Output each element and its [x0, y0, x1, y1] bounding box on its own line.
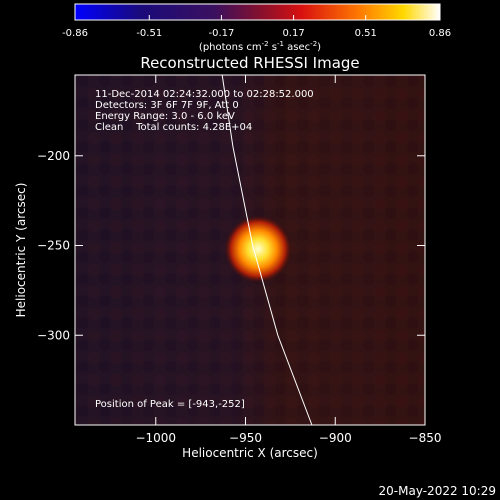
- detectors-annotation: Detectors: 3F 6F 7F 9F, Att 0: [95, 100, 239, 111]
- colorbar: [74, 3, 441, 21]
- colorbar-tick-label: -0.51: [136, 28, 162, 39]
- clean-counts-annotation: Clean Total counts: 4.28E+04: [95, 122, 252, 133]
- colorbar-tick-label: -0.86: [62, 28, 88, 39]
- colorbar-tick-label: 0.51: [355, 28, 377, 39]
- x-tick-label: −850: [409, 431, 442, 445]
- time-range-annotation: 11-Dec-2014 02:24:32.000 to 02:28:52.000: [95, 89, 314, 100]
- colorbar-tick-label: 0.17: [282, 28, 304, 39]
- peak-position-annotation: Position of Peak = [-943,-252]: [95, 399, 245, 410]
- x-axis-label: Heliocentric X (arcsec): [182, 446, 318, 460]
- y-tick-label: −250: [37, 239, 70, 253]
- axis-ticks: −1000 −950 −900 −850 −200 −250 −300: [37, 75, 441, 445]
- footer-date: 20-May-2022 10:29: [379, 484, 496, 498]
- x-tick-label: −900: [319, 431, 352, 445]
- solar-limb-line: [221, 74, 313, 426]
- colorbar-tick-label: -0.17: [208, 28, 234, 39]
- colorbar-ticks: -0.86 -0.51 -0.17 0.17 0.51 0.86: [62, 15, 451, 39]
- y-tick-label: −300: [37, 328, 70, 342]
- chart-title: Reconstructed RHESSI Image: [140, 54, 359, 72]
- energy-annotation: Energy Range: 3.0 - 6.0 keV: [95, 111, 235, 122]
- image-area: [74, 74, 426, 426]
- x-tick-label: −1000: [135, 431, 176, 445]
- colorbar-unit-label: (photons cm-2 s-1 asec-2): [199, 40, 321, 53]
- x-tick-label: −950: [229, 431, 262, 445]
- peak-source: [224, 215, 293, 284]
- colorbar-tick-label: 0.86: [429, 28, 451, 39]
- y-axis-label: Heliocentric Y (arcsec): [14, 183, 28, 318]
- plot-frame: [74, 74, 426, 426]
- y-tick-label: −200: [37, 149, 70, 163]
